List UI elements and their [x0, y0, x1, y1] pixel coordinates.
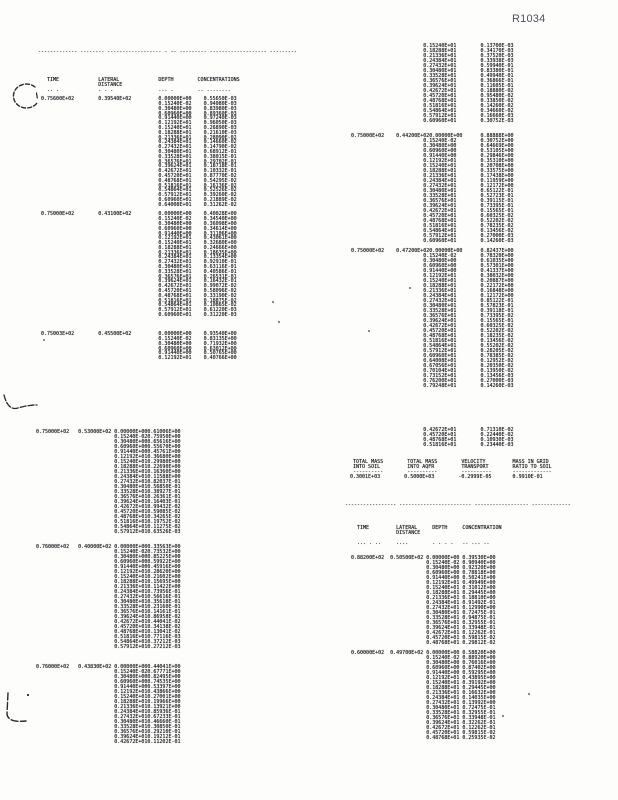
page-stamp: R1034	[512, 13, 546, 25]
scan-speck	[528, 693, 530, 695]
separator-line-middle: ----------------- ----------------------…	[345, 502, 571, 508]
table-right-top: 0.15240E+01 0.13700E-03 0.18288E+01 0.34…	[351, 43, 514, 389]
scan-speck	[502, 715, 504, 717]
table-right-continuation: 0.42672E+01 0.71310E-02 0.45720E+01 0.22…	[423, 427, 514, 448]
table-left-bottom: 0.75000E+02 0.53000E+02 0.00000E+000.610…	[36, 429, 181, 745]
pen-circle-mark	[12, 83, 38, 109]
pen-hook-mark	[6, 692, 30, 723]
scan-speck	[272, 301, 274, 303]
table-left-top: TIME LATERAL DEPTH CONCENTRATIONS DISTAN…	[41, 77, 240, 362]
scan-speck	[43, 339, 45, 341]
scan-speck	[368, 330, 370, 332]
table-right-bottom: TIME LATERAL DEPTH CONCENTRATION DISTANC…	[351, 525, 502, 741]
scan-speck	[278, 321, 280, 323]
pen-curve-mark	[3, 394, 38, 410]
separator-line-top: ------------- -------- -----------------…	[38, 49, 297, 55]
mass-balance-summary: TOTAL MASS TOTAL MASS VELOCITY MASS IN G…	[350, 459, 552, 480]
scan-speck	[409, 287, 411, 289]
